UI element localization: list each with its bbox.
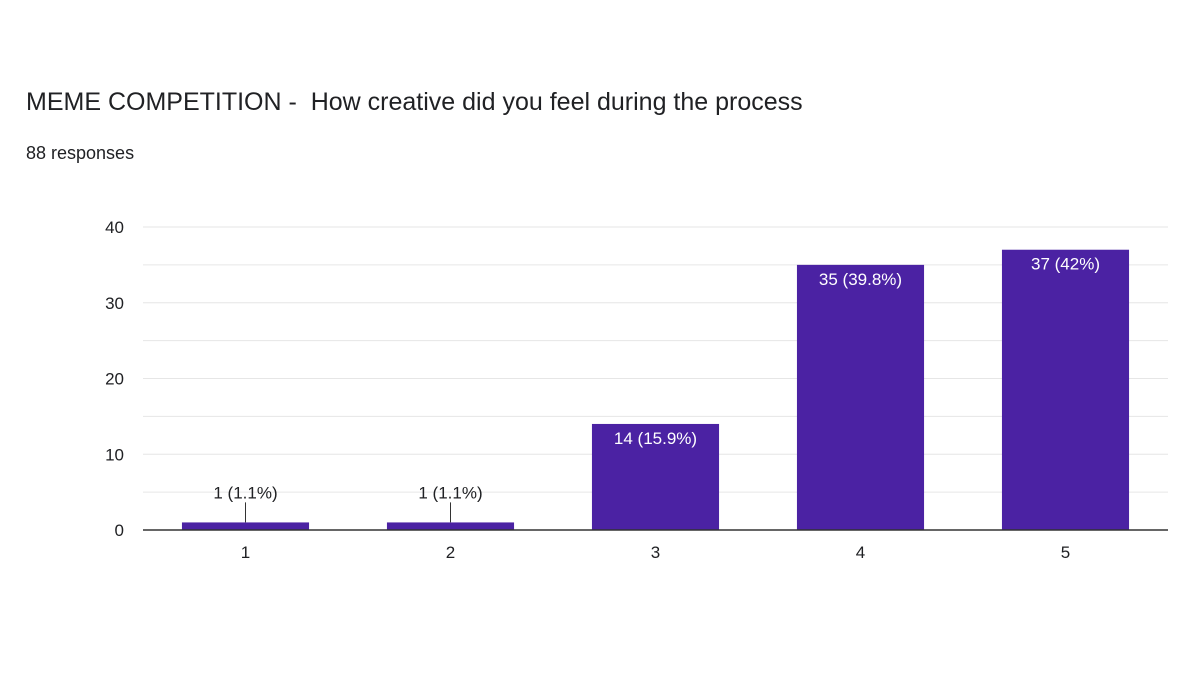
y-tick-label: 30 (105, 294, 124, 313)
data-label: 35 (39.8%) (819, 270, 902, 289)
data-label: 37 (42%) (1031, 255, 1100, 274)
x-tick-label: 1 (241, 543, 250, 562)
x-tick-label: 3 (651, 543, 660, 562)
x-tick-label: 2 (446, 543, 455, 562)
x-tick-label: 4 (856, 543, 865, 562)
x-tick-label: 5 (1061, 543, 1070, 562)
data-label: 14 (15.9%) (614, 429, 697, 448)
bar (181, 522, 310, 530)
data-label: 1 (1.1%) (213, 483, 277, 502)
bar (591, 423, 720, 530)
y-tick-label: 10 (105, 445, 124, 464)
y-tick-label: 40 (105, 218, 124, 237)
data-label: 1 (1.1%) (418, 483, 482, 502)
bar (796, 264, 925, 530)
bar (1001, 249, 1130, 530)
y-tick-label: 0 (115, 521, 124, 540)
question-title: MEME COMPETITION - How creative did you … (26, 88, 803, 116)
response-count: 88 responses (26, 143, 135, 163)
bar (386, 522, 515, 530)
y-tick-label: 20 (105, 370, 124, 389)
